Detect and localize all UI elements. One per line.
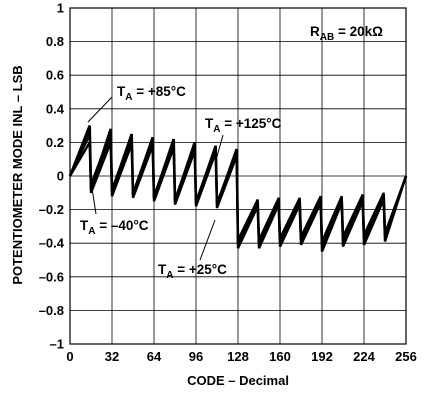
plot-frame	[69, 7, 407, 345]
annotation-25c: TA = +25°C	[158, 262, 227, 281]
y-axis-title: POTENTIOMETER MODE INL – LSB	[10, 65, 25, 284]
leader-85c	[87, 96, 113, 123]
x-tick-label: 224	[353, 349, 375, 364]
y-tick-label: 0.8	[46, 34, 64, 49]
y-tick-label: 0	[57, 169, 64, 184]
x-tick-label: 160	[269, 349, 291, 364]
series-group	[68, 125, 408, 253]
x-tick-label: 32	[105, 349, 119, 364]
x-tick-labels: 0 32 64 96 128 160 192 224 256	[66, 349, 416, 364]
y-tick-label: 0.2	[46, 135, 64, 150]
y-tick-label: –0.4	[39, 236, 65, 251]
annotation-minus40c: TA = –40°C	[80, 218, 149, 237]
leader-25c	[199, 219, 216, 261]
x-tick-label: 256	[395, 349, 417, 364]
y-tick-label: –0.2	[39, 202, 64, 217]
y-tick-label: –0.8	[39, 303, 64, 318]
x-tick-label: 192	[311, 349, 333, 364]
y-tick-label: 0.6	[46, 68, 64, 83]
x-tick-label: 96	[189, 349, 203, 364]
leader-125c	[215, 134, 224, 161]
series-line	[69, 135, 407, 249]
y-tick-label: 1	[57, 1, 64, 16]
y-tick-label: 0.4	[46, 101, 65, 116]
x-tick-label: 64	[147, 349, 162, 364]
condition-label: RAB = 20kΩ	[310, 24, 383, 43]
x-axis-title: CODE – Decimal	[187, 373, 289, 388]
y-tick-labels: 1 0.8 0.6 0.4 0.2 0 –0.2 –0.4 –0.6 –0.8 –1	[39, 1, 65, 352]
annotation-125c: TA = +125°C	[205, 116, 282, 135]
x-tick-label: 0	[66, 349, 73, 364]
y-tick-label: –1	[50, 337, 64, 352]
y-tick-label: –0.6	[39, 269, 64, 284]
leader-minus40c	[90, 181, 97, 215]
annotation-85c: TA = +85°C	[117, 84, 186, 103]
x-tick-label: 128	[227, 349, 249, 364]
